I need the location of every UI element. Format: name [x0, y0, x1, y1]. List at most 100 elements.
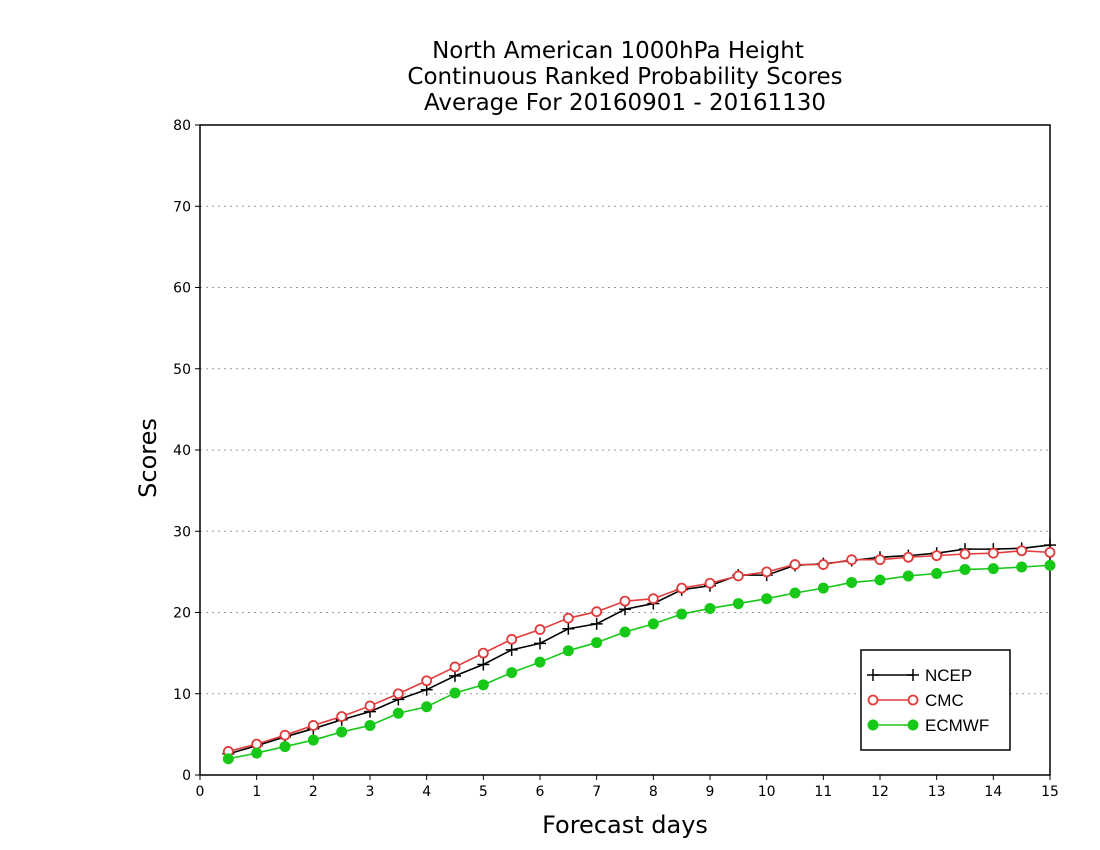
data-point-cmc — [902, 551, 914, 563]
y-tick-label: 80 — [173, 118, 191, 134]
x-tick-label: 11 — [814, 784, 832, 800]
x-tick-label: 2 — [309, 784, 318, 800]
data-point-ecmwf — [307, 734, 319, 746]
y-axis: 0 10 20 30 40 50 60 70 80 — [173, 118, 200, 784]
data-point-ecmwf — [1044, 559, 1056, 571]
data-point-cmc — [562, 612, 574, 624]
data-point-ecmwf — [251, 747, 263, 759]
legend-marker — [907, 719, 919, 731]
x-tick-label: 6 — [536, 784, 545, 800]
data-point-cmc — [307, 720, 319, 731]
data-point-ecmwf — [647, 618, 659, 630]
x-tick-label: 12 — [871, 784, 889, 800]
data-point-cmc — [279, 729, 291, 741]
data-point-cmc — [449, 661, 461, 673]
series-ecmwf — [222, 559, 1056, 765]
data-point-ecmwf — [931, 568, 943, 579]
data-point-cmc — [619, 595, 631, 607]
data-point-ecmwf — [534, 656, 546, 668]
chart-title-line-3: Average For 20160901 - 20161130 — [424, 90, 826, 116]
data-point-ncep — [562, 622, 575, 635]
data-point-cmc — [506, 633, 518, 645]
data-point-ecmwf — [364, 719, 376, 731]
x-tick-label: 10 — [758, 784, 776, 800]
x-tick-label: 14 — [984, 784, 1002, 800]
data-point-cmc — [251, 738, 263, 750]
y-tick-label: 60 — [173, 281, 191, 297]
y-tick-label: 50 — [173, 362, 191, 378]
legend-item-ncep: NCEP — [867, 666, 972, 685]
data-point-ecmwf — [279, 741, 291, 753]
grid-lines — [200, 205, 1050, 695]
data-point-ecmwf — [222, 753, 234, 765]
legend-item-cmc: CMC — [867, 691, 964, 710]
legend-item-ecmwf: ECMWF — [867, 716, 989, 735]
legend: NCEP CMC ECMWF — [860, 649, 1011, 751]
data-point-ecmwf — [732, 598, 744, 610]
legend-marker — [867, 669, 879, 681]
data-point-ecmwf — [449, 687, 461, 699]
data-point-cmc — [364, 700, 376, 712]
data-point-cmc — [987, 547, 999, 559]
data-point-cmc — [761, 566, 773, 578]
x-tick-label: 5 — [479, 784, 488, 800]
data-point-cmc — [874, 554, 886, 566]
series-cmc — [222, 545, 1056, 757]
data-point-ecmwf — [874, 574, 886, 586]
data-point-ecmwf — [392, 707, 404, 719]
chart-title-line-2: Continuous Ranked Probability Scores — [407, 64, 842, 90]
y-tick-label: 0 — [182, 768, 191, 784]
data-point-cmc — [789, 559, 801, 570]
data-point-cmc — [647, 593, 659, 605]
legend-label-ecmwf: ECMWF — [925, 716, 989, 735]
data-point-ecmwf — [591, 637, 603, 649]
x-axis-label: Forecast days — [542, 811, 708, 839]
legend-marker — [867, 694, 879, 706]
y-tick-label: 30 — [173, 524, 191, 540]
data-point-cmc — [959, 548, 971, 560]
x-tick-label: 4 — [422, 784, 431, 800]
legend-label-ncep: NCEP — [925, 666, 972, 685]
data-point-ecmwf — [477, 679, 489, 691]
data-point-cmc — [534, 624, 546, 635]
y-tick-label: 70 — [173, 199, 191, 215]
x-tick-label: 3 — [366, 784, 375, 800]
data-point-cmc — [591, 606, 603, 618]
data-point-ecmwf — [676, 608, 688, 620]
data-point-ecmwf — [959, 563, 971, 575]
data-point-cmc — [477, 647, 489, 659]
x-tick-label: 15 — [1041, 784, 1059, 800]
data-point-ncep — [505, 643, 518, 656]
x-axis: 0 1 2 3 4 5 6 7 8 9 10 11 12 13 14 15 — [196, 775, 1059, 800]
y-tick-label: 40 — [173, 443, 191, 459]
x-tick-label: 0 — [196, 784, 205, 800]
y-tick-label: 10 — [173, 687, 191, 703]
data-point-cmc — [931, 550, 943, 562]
x-tick-label: 9 — [706, 784, 715, 800]
data-point-cmc — [421, 675, 433, 687]
chart-title: North American 1000hPa Height Continuous… — [407, 38, 842, 116]
data-point-ecmwf — [336, 726, 348, 738]
data-point-cmc — [336, 711, 348, 722]
data-point-ecmwf — [987, 563, 999, 575]
data-point-cmc — [704, 577, 716, 589]
x-tick-label: 1 — [252, 784, 261, 800]
legend-marker — [907, 669, 919, 681]
y-axis-label: Scores — [134, 418, 162, 498]
data-point-ecmwf — [817, 582, 829, 594]
data-point-ncep — [477, 658, 490, 671]
data-point-ecmwf — [846, 576, 858, 588]
data-point-cmc — [1016, 545, 1028, 557]
data-point-ecmwf — [506, 667, 518, 679]
x-tick-label: 7 — [592, 784, 601, 800]
data-point-ecmwf — [761, 593, 773, 605]
data-point-cmc — [392, 688, 404, 700]
data-point-cmc — [732, 570, 744, 582]
y-tick-label: 20 — [173, 606, 191, 622]
data-point-ecmwf — [619, 626, 631, 638]
data-point-cmc — [817, 559, 829, 570]
legend-marker — [907, 694, 919, 706]
data-point-cmc — [1044, 546, 1056, 558]
data-point-ncep — [534, 637, 546, 650]
